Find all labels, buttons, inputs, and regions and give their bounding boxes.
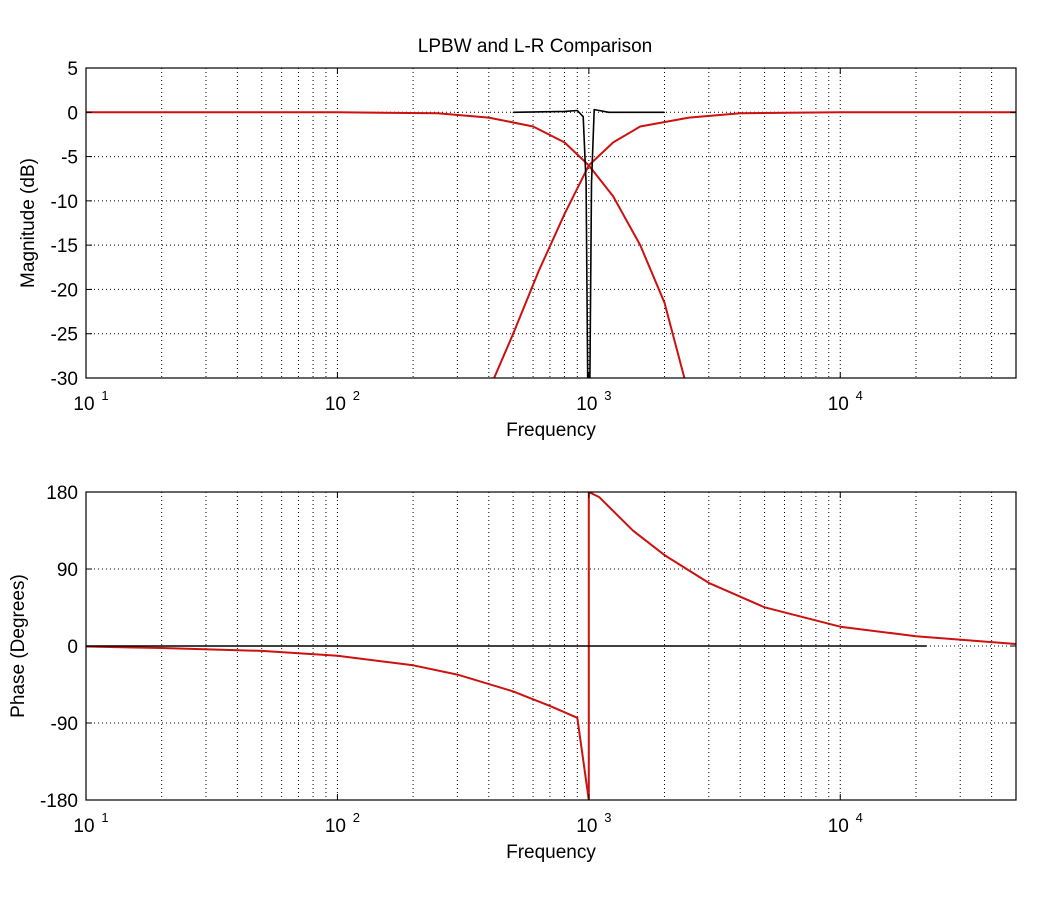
series-l-r-low-pass — [86, 111, 686, 378]
y-tick-label: -25 — [51, 325, 78, 346]
series-lpbw — [513, 108, 665, 378]
y-tick-label: 0 — [67, 637, 78, 658]
magnitude-xlabel: Frequency — [506, 420, 596, 441]
x-tick-exponent: 2 — [353, 810, 360, 825]
y-tick-label: -15 — [51, 236, 78, 257]
series-l-r-high-pass — [493, 111, 1016, 378]
y-tick-label: -5 — [61, 148, 78, 169]
x-tick-label: 10 — [576, 816, 597, 837]
x-tick-label: 10 — [828, 816, 849, 837]
y-tick-label: -30 — [51, 369, 78, 390]
x-tick-exponent: 1 — [101, 810, 108, 825]
x-tick-exponent: 3 — [604, 388, 611, 403]
magnitude-axes-frame — [85, 67, 1017, 379]
y-tick-label: -90 — [51, 714, 78, 735]
x-tick-label: 10 — [576, 394, 597, 415]
magnitude-plot: 5 0 -5 -10 -15 -20 -25 -30 10 1 10 2 10 3 10 4 Frequency… — [18, 36, 1017, 441]
x-tick-label: 10 — [73, 816, 94, 837]
magnitude-series — [86, 108, 1016, 378]
x-tick-exponent: 1 — [101, 388, 108, 403]
y-tick-label: 90 — [57, 560, 78, 581]
magnitude-ylabel: Magnitude (dB) — [18, 158, 39, 288]
x-tick-exponent: 4 — [856, 810, 863, 825]
x-tick-label: 10 — [73, 394, 94, 415]
magnitude-grid — [86, 68, 1016, 378]
phase-plot: 180 90 0 -90 -180 10 1 10 2 10 3 10 4 Frequency Phase … — [8, 483, 1017, 863]
series-l-r-phase — [86, 492, 1016, 800]
x-tick-exponent: 3 — [604, 810, 611, 825]
y-tick-label: -180 — [40, 791, 78, 812]
magnitude-title: LPBW and L-R Comparison — [418, 36, 652, 57]
phase-series — [86, 492, 1016, 800]
x-tick-label: 10 — [325, 394, 346, 415]
x-tick-exponent: 2 — [353, 388, 360, 403]
phase-xlabel: Frequency — [506, 842, 596, 863]
y-tick-label: -20 — [51, 280, 78, 301]
x-tick-exponent: 4 — [856, 388, 863, 403]
y-tick-label: 180 — [46, 483, 78, 504]
y-tick-label: -10 — [51, 192, 78, 213]
y-tick-label: 5 — [67, 59, 78, 80]
x-tick-label: 10 — [828, 394, 849, 415]
x-tick-label: 10 — [325, 816, 346, 837]
y-tick-label: 0 — [67, 103, 78, 124]
phase-ylabel: Phase (Degrees) — [8, 574, 29, 718]
